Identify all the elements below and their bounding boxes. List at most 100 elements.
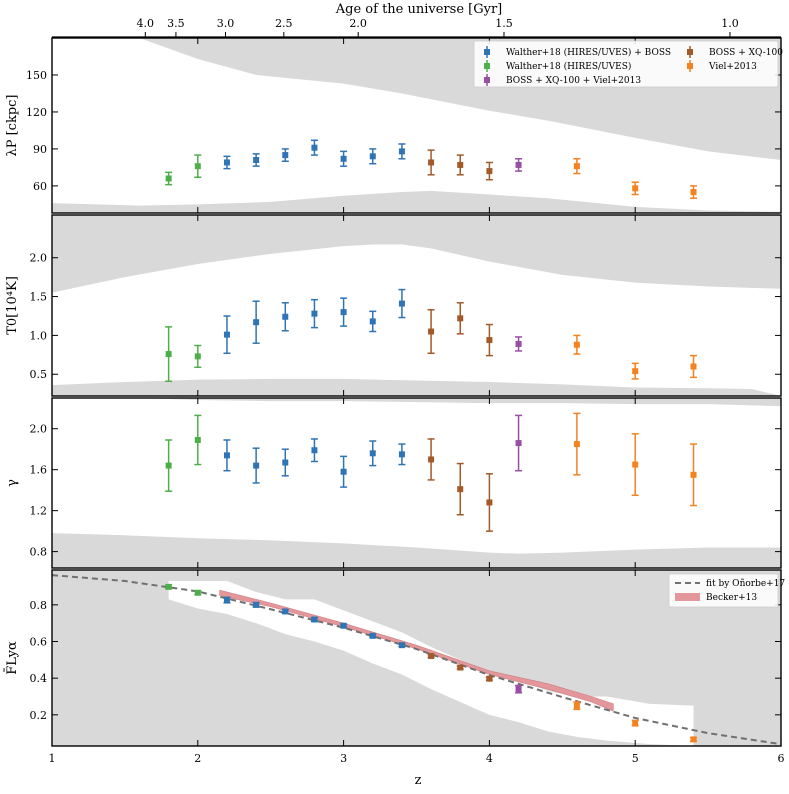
data-point	[165, 462, 172, 469]
panel-T0: 0.5 1.0 1.5 2.0 T0[10⁴K]	[5, 214, 782, 397]
data-point	[486, 337, 493, 344]
panel-frame	[51, 37, 782, 214]
data-point	[165, 351, 172, 358]
allowed-region	[168, 581, 694, 746]
data-point	[690, 471, 697, 478]
y-tick-label: 0.2	[30, 709, 48, 722]
y-tick-label: 90	[33, 143, 47, 156]
data-point	[486, 499, 493, 506]
panel-plot-area	[52, 398, 781, 568]
legend-marker	[687, 63, 693, 69]
data-point	[223, 159, 230, 166]
data-point	[690, 363, 697, 370]
top-axis-tick-label: 1.5	[495, 17, 513, 30]
legend-marker	[484, 63, 490, 69]
y-tick-label: 120	[26, 106, 47, 119]
y-tick-label: 1.0	[30, 329, 48, 342]
data-point	[194, 353, 201, 360]
data-point	[573, 702, 580, 709]
y-tick-label: 60	[33, 180, 47, 193]
data-point	[398, 642, 405, 649]
x-tick-label: 1	[49, 752, 56, 765]
prior-band-upper	[52, 215, 781, 293]
data-point	[253, 462, 260, 469]
data-point	[457, 315, 464, 322]
data-point	[457, 161, 464, 168]
panel-plot-area	[52, 570, 781, 746]
legend: Walther+18 (HIRES/UVES) + BOSS Walther+18…	[473, 40, 783, 88]
x-tick-label: 2	[194, 752, 201, 765]
prior-band-lower	[52, 533, 781, 568]
y-tick-label: 0.6	[30, 636, 48, 649]
y-tick-label: 150	[26, 69, 47, 82]
top-axis-tick-label: 3.0	[217, 17, 235, 30]
data-point	[515, 440, 522, 447]
data-point	[311, 616, 318, 623]
legend-label: Walther+18 (HIRES/UVES) + BOSS	[506, 47, 671, 58]
top-axis-tick-label: 2.0	[349, 17, 367, 30]
data-point	[690, 189, 697, 196]
data-point	[428, 456, 435, 463]
data-point	[632, 368, 639, 375]
data-point	[515, 686, 522, 693]
legend-flux: fit by Oñorbe+17 Becker+13	[668, 573, 785, 608]
data-point	[457, 664, 464, 671]
data-point	[515, 340, 522, 347]
y-tick-label: 0.8	[30, 599, 48, 612]
y-tick-label: 0.8	[30, 546, 48, 559]
data-point	[515, 161, 522, 168]
data-point	[282, 459, 289, 466]
data-point	[253, 319, 260, 326]
data-point	[165, 583, 172, 590]
panels-layer: 4.0 3.5 3.0 2.5 2.0 1.5 1.0 60 90 120 150 λP [ckpc]…	[4, 17, 786, 765]
data-point	[223, 597, 230, 604]
data-point	[311, 447, 318, 454]
legend-marker	[484, 49, 490, 55]
top-axis-label: Age of the universe [Gyr]	[335, 2, 502, 17]
data-point	[223, 331, 230, 338]
data-point	[340, 468, 347, 475]
panel-frame	[51, 569, 782, 747]
y-axis-label: F̄Lyα	[4, 641, 20, 675]
data-point	[398, 451, 405, 458]
data-point	[573, 163, 580, 170]
legend-flux-band	[675, 593, 700, 601]
panel-frame	[51, 397, 782, 569]
y-tick-label: 0.4	[30, 672, 48, 685]
data-point	[457, 486, 464, 493]
y-axis-label: T0[10⁴K]	[5, 276, 20, 335]
panel-plot-area	[52, 215, 781, 396]
legend-label: Viel+2013	[708, 62, 757, 72]
x-axis-label: z	[415, 773, 422, 788]
data-point	[282, 608, 289, 615]
data-point	[428, 652, 435, 659]
data-point	[311, 144, 318, 151]
data-point	[165, 175, 172, 182]
legend-flux-box	[668, 573, 779, 608]
prior-band-lower	[52, 378, 781, 396]
data-point	[194, 163, 201, 170]
y-tick-label: 1.5	[30, 291, 48, 304]
top-axis-tick-label: 4.0	[137, 17, 155, 30]
y-tick-label: 1.6	[30, 464, 48, 477]
data-point	[282, 313, 289, 320]
prior-band-upper	[52, 398, 781, 407]
data-point	[223, 452, 230, 459]
y-tick-label: 2.0	[30, 423, 48, 436]
panel-frame	[51, 214, 782, 397]
data-point	[369, 318, 376, 325]
data-point	[369, 632, 376, 639]
data-point	[311, 310, 318, 317]
data-point	[253, 157, 260, 164]
data-point	[369, 450, 376, 457]
y-tick-label: 2.0	[30, 252, 48, 265]
legend-label: BOSS + XQ-100 + Viel+2013	[506, 76, 641, 86]
panel-gamma: 0.8 1.2 1.6 2.0 γ	[5, 397, 782, 569]
x-tick-label: 6	[778, 752, 785, 765]
top-axis-tick-label: 1.0	[721, 17, 739, 30]
panel-flux: 0.2 0.4 0.6 0.8 F̄Lyα	[4, 569, 782, 747]
legend-flux-label: Becker+13	[706, 593, 757, 603]
data-point	[690, 736, 697, 743]
data-point	[632, 720, 639, 727]
